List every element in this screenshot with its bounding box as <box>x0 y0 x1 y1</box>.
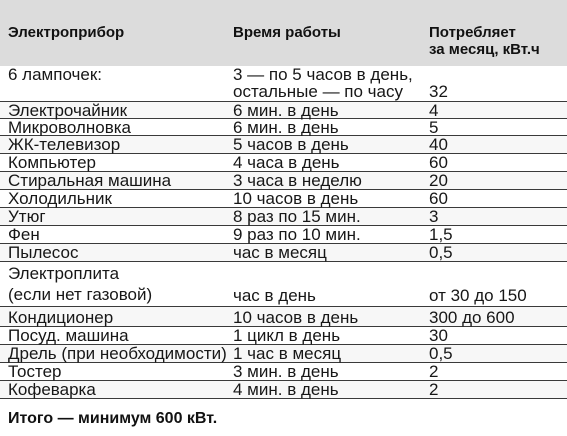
header-device: Электроприбор <box>8 24 125 41</box>
cell-consumption: 2 <box>429 380 439 399</box>
table-row: 6 лампочек: 3 — по 5 часов в день, остал… <box>0 66 567 102</box>
table-row: Электроплита (если нет газовой) час в де… <box>0 262 567 307</box>
cell-time: 10 часов в день <box>233 308 359 327</box>
cell-time: 6 мин. в день <box>233 118 339 137</box>
total-summary: Итого — минимум 600 кВт. <box>8 410 218 427</box>
cell-time: 5 часов в день <box>233 135 349 154</box>
cell-device: Дрель (при необходимости) <box>8 344 227 363</box>
table-row: Стиральная машина 3 часа в неделю 20 <box>0 172 567 190</box>
cell-consumption: 300 до 600 <box>429 308 515 327</box>
header-time: Время работы <box>233 24 341 41</box>
cell-consumption: 3 <box>429 207 439 226</box>
table-row: Компьютер 4 часа в день 60 <box>0 154 567 172</box>
cell-device: Электрочайник <box>8 101 128 120</box>
cell-time: 3 часа в неделю <box>233 171 362 190</box>
cell-time: 1 час в месяц <box>233 344 342 363</box>
table-row: Электрочайник 6 мин. в день 4 <box>0 102 567 119</box>
table-row: ЖК-телевизор 5 часов в день 40 <box>0 136 567 154</box>
cell-consumption: 4 <box>429 101 439 120</box>
table-row: Посуд. машина 1 цикл в день 30 <box>0 327 567 345</box>
cell-device: 6 лампочек: <box>8 65 102 84</box>
cell-device-line1: Электроплита <box>8 264 120 283</box>
cell-device: ЖК-телевизор <box>8 135 121 154</box>
cell-time: 4 мин. в день <box>233 380 339 399</box>
cell-time: 10 часов в день <box>233 189 359 208</box>
cell-device: Электроплита (если нет газовой) <box>8 265 152 303</box>
cell-time: 8 раз по 15 мин. <box>233 207 361 226</box>
cell-time-line1: 3 — по 5 часов в день, <box>233 65 413 84</box>
table-row: Дрель (при необходимости) 1 час в месяц … <box>0 345 567 363</box>
table-row: Холодильник 10 часов в день 60 <box>0 190 567 208</box>
cell-consumption: 60 <box>429 153 448 172</box>
cell-device: Посуд. машина <box>8 326 129 345</box>
cell-time: 4 часа в день <box>233 153 340 172</box>
cell-time: 3 мин. в день <box>233 362 339 381</box>
header-consumption-line2: за месяц, кВт.ч <box>429 41 540 58</box>
cell-device: Холодильник <box>8 189 112 208</box>
table-row: Фен 9 раз по 10 мин. 1,5 <box>0 226 567 244</box>
cell-device: Фен <box>8 225 40 244</box>
cell-device: Кофеварка <box>8 380 96 399</box>
cell-consumption: 20 <box>429 171 448 190</box>
cell-time: 1 цикл в день <box>233 326 341 345</box>
cell-time: 6 мин. в день <box>233 101 339 120</box>
cell-device: Кондиционер <box>8 308 114 327</box>
table-row: Тостер 3 мин. в день 2 <box>0 363 567 381</box>
cell-consumption: 30 <box>429 326 448 345</box>
table-row: Кондиционер 10 часов в день 300 до 600 <box>0 307 567 327</box>
cell-device: Стиральная машина <box>8 171 172 190</box>
cell-consumption: от 30 до 150 <box>429 286 527 305</box>
cell-consumption: 40 <box>429 135 448 154</box>
cell-consumption: 32 <box>429 82 448 101</box>
cell-device-line2: (если нет газовой) <box>8 285 153 304</box>
cell-consumption: 2 <box>429 362 439 381</box>
cell-device: Пылесос <box>8 243 79 262</box>
cell-consumption: 0,5 <box>429 344 453 363</box>
cell-consumption: 1,5 <box>429 225 453 244</box>
cell-device: Утюг <box>8 207 46 226</box>
cell-device: Тостер <box>8 362 62 381</box>
table-row: Микроволновка 6 мин. в день 5 <box>0 119 567 136</box>
header-consumption-line1: Потребляет <box>429 24 516 41</box>
cell-consumption: 5 <box>429 118 439 137</box>
cell-device: Компьютер <box>8 153 96 172</box>
cell-time: 9 раз по 10 мин. <box>233 225 361 244</box>
cell-consumption: 60 <box>429 189 448 208</box>
table-row: Утюг 8 раз по 15 мин. 3 <box>0 208 567 226</box>
table-row: Кофеварка 4 мин. в день 2 <box>0 381 567 399</box>
header-consumption: Потребляет за месяц, кВт.ч <box>429 24 567 58</box>
cell-time: 3 — по 5 часов в день, остальные — по ча… <box>233 66 413 100</box>
cell-time-line2: остальные — по часу <box>233 82 403 101</box>
cell-time: час в месяц <box>233 243 327 262</box>
table-row: Пылесос час в месяц 0,5 <box>0 244 567 262</box>
cell-device: Микроволновка <box>8 118 131 137</box>
cell-time: час в день <box>233 286 316 305</box>
cell-consumption: 0,5 <box>429 243 453 262</box>
table-header: Электроприбор Время работы Потребляет за… <box>0 0 567 66</box>
